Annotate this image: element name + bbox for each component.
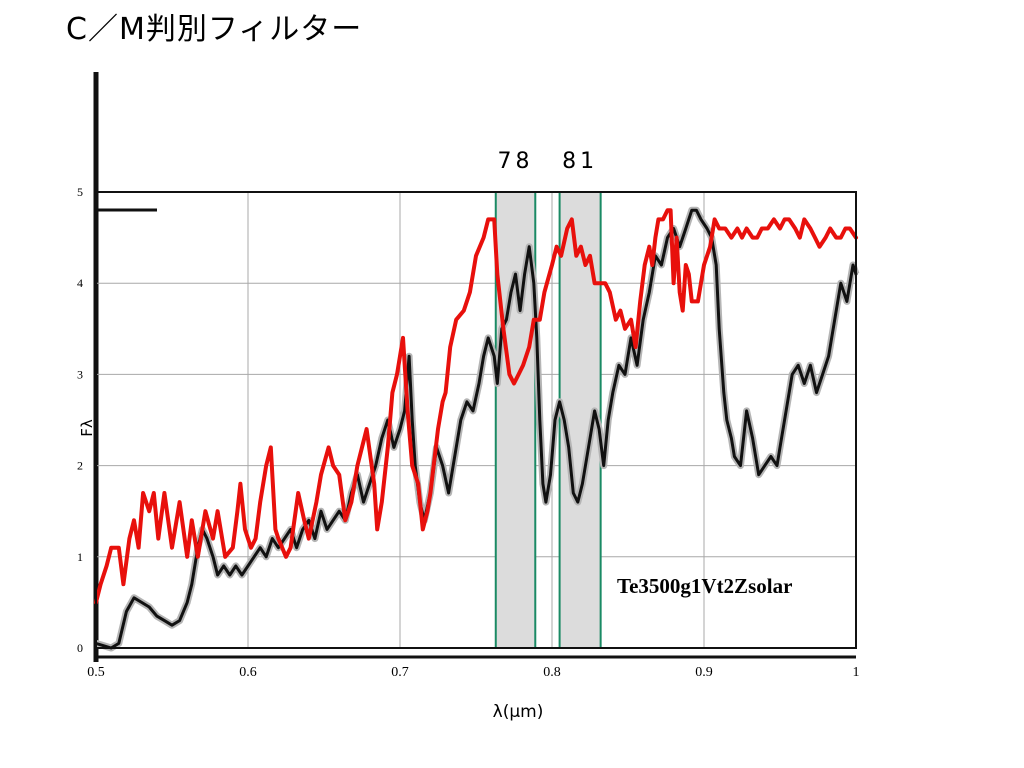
model-annotation: Te3500g1Vt2Zsolar: [617, 574, 792, 598]
series-line-black: [94, 208, 858, 650]
x-tick-label: 0.8: [543, 665, 561, 680]
slide-title: C／M判別フィルター: [66, 12, 363, 47]
x-tick-label: 0.5: [87, 665, 105, 680]
plot-frame: [95, 191, 857, 649]
tick-label-layer: 78 81 0.5 0.6 0.7 0.8 0.9 1 0 1 2 3 4 5: [77, 149, 860, 680]
series-layer: [94, 206, 860, 652]
y-tick-label: 4: [77, 276, 83, 290]
y-tick-label: 2: [77, 459, 83, 473]
y-tick-label: 0: [77, 641, 83, 655]
filter-label-81: 81: [562, 149, 598, 174]
x-tick-label: 0.7: [391, 665, 409, 680]
y-tick-label: 1: [77, 550, 83, 564]
y-axis-label: Fλ: [78, 419, 96, 437]
x-axis-label: λ(μm): [493, 702, 544, 722]
series-line-red: [94, 208, 858, 605]
filter-label-78: 78: [498, 149, 534, 174]
x-tick-label: 0.9: [695, 665, 713, 680]
y-tick-label: 5: [77, 185, 83, 199]
x-tick-label: 1: [853, 665, 860, 680]
y-tick-label: 3: [77, 367, 83, 381]
x-tick-label: 0.6: [239, 665, 257, 680]
